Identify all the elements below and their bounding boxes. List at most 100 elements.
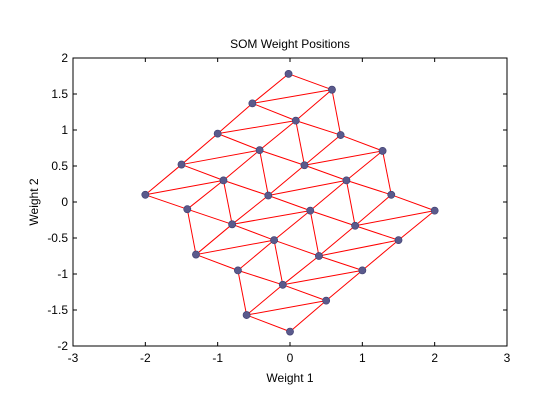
neighbor-link bbox=[282, 284, 327, 302]
neighbor-link bbox=[331, 89, 342, 136]
neuron-point bbox=[192, 250, 200, 259]
y-tick-label: -1 bbox=[57, 267, 68, 281]
neuron-point bbox=[219, 176, 228, 185]
neighbor-link bbox=[237, 239, 275, 271]
neighbor-link bbox=[355, 210, 435, 227]
y-tick-label: -2 bbox=[57, 339, 68, 353]
neighbor-link bbox=[289, 300, 327, 332]
neighbor-link bbox=[382, 150, 392, 195]
neighbor-link bbox=[295, 89, 333, 122]
neighbor-link bbox=[195, 223, 233, 255]
neuron-point bbox=[234, 266, 242, 275]
neuron-point bbox=[141, 190, 150, 199]
neuron-point bbox=[213, 129, 222, 138]
neighbor-link bbox=[391, 194, 435, 212]
neighbor-link bbox=[288, 73, 333, 91]
neuron-point bbox=[228, 220, 237, 229]
chart-title: SOM Weight Positions bbox=[230, 37, 350, 51]
y-axis-label: Weight 2 bbox=[27, 178, 41, 225]
neighbor-link bbox=[268, 179, 347, 197]
neighbor-link bbox=[217, 102, 253, 134]
neuron-point bbox=[430, 206, 439, 215]
neighbor-link bbox=[187, 208, 233, 225]
neighbor-link bbox=[145, 164, 182, 196]
neighbor-link bbox=[181, 164, 224, 181]
neighbor-link bbox=[346, 179, 392, 196]
neighbor-link bbox=[145, 179, 224, 196]
neighbor-link bbox=[273, 240, 284, 285]
y-tick-label: 1.5 bbox=[51, 87, 68, 101]
neuron-point bbox=[177, 160, 186, 169]
neighbor-link bbox=[195, 239, 275, 256]
neighbor-link bbox=[181, 149, 260, 166]
neighbor-link bbox=[309, 210, 320, 257]
neighbor-link bbox=[232, 210, 311, 225]
neuron-point bbox=[300, 161, 309, 170]
x-axis-ticks: -3 -2 -1 0 1 2 3 bbox=[68, 58, 511, 365]
neighbor-link bbox=[340, 134, 383, 152]
neighbor-link bbox=[354, 225, 399, 241]
x-tick-label: -2 bbox=[140, 351, 151, 365]
neuron-point bbox=[328, 85, 336, 94]
neighbor-link bbox=[252, 102, 296, 122]
x-tick-label: 2 bbox=[431, 351, 438, 365]
neuron-point bbox=[394, 236, 403, 245]
neighbor-link bbox=[282, 269, 363, 286]
neighbor-link bbox=[346, 150, 383, 181]
neuron-point bbox=[264, 191, 273, 200]
neighbor-link bbox=[318, 225, 356, 257]
neuron-point bbox=[322, 296, 331, 305]
neighbor-link bbox=[217, 133, 260, 151]
neighbor-link bbox=[304, 134, 341, 166]
x-tick-label: 3 bbox=[504, 351, 511, 365]
neuron-point bbox=[270, 236, 278, 245]
neighbor-link bbox=[217, 120, 296, 135]
neighbor-link bbox=[304, 150, 383, 166]
x-tick-label: -3 bbox=[68, 351, 79, 365]
neuron-point bbox=[336, 131, 345, 139]
neighbor-link bbox=[362, 239, 399, 271]
y-tick-label: 1 bbox=[61, 123, 68, 137]
neighbor-link bbox=[231, 195, 269, 225]
neuron-point bbox=[342, 176, 351, 185]
neighbor-link bbox=[259, 150, 269, 196]
neighbor-link bbox=[246, 314, 291, 333]
neuron-point bbox=[351, 221, 359, 230]
neuron-point bbox=[291, 116, 300, 125]
neighbor-link bbox=[304, 164, 347, 181]
y-tick-label: -0.5 bbox=[47, 231, 68, 245]
neuron-point bbox=[255, 146, 264, 155]
neighbor-link bbox=[246, 300, 327, 316]
neighbor-link bbox=[145, 194, 188, 210]
neuron-points bbox=[141, 69, 439, 336]
neuron-point bbox=[306, 206, 315, 215]
neuron-point bbox=[315, 252, 323, 260]
neighbor-link bbox=[318, 239, 399, 257]
plot-area bbox=[73, 58, 507, 346]
neighbor-link bbox=[181, 133, 218, 165]
neighbor-link bbox=[282, 255, 320, 286]
neuron-point bbox=[387, 190, 396, 199]
neighbor-connections bbox=[145, 73, 435, 333]
neighbor-link bbox=[246, 284, 284, 316]
neighbor-link bbox=[252, 89, 333, 104]
y-tick-label: 2 bbox=[61, 51, 68, 65]
x-tick-label: 0 bbox=[287, 351, 294, 365]
neighbor-link bbox=[222, 180, 233, 225]
neighbor-link bbox=[223, 179, 269, 196]
neighbor-link bbox=[252, 73, 289, 104]
neighbor-link bbox=[318, 255, 363, 271]
y-tick-label: 0.5 bbox=[51, 159, 68, 173]
neuron-point bbox=[378, 146, 387, 155]
neighbor-link bbox=[295, 120, 305, 166]
neighbor-link bbox=[259, 120, 297, 151]
neighbor-link bbox=[273, 210, 311, 241]
x-tick-label: 1 bbox=[359, 351, 366, 365]
neuron-point bbox=[248, 99, 257, 108]
y-axis-ticks: -2 -1.5 -1 -0.5 0 0.5 1 1.5 2 bbox=[47, 51, 507, 353]
neighbor-link bbox=[325, 270, 363, 302]
neighbor-link bbox=[186, 209, 197, 255]
neighbor-link bbox=[345, 180, 356, 226]
neuron-point bbox=[242, 311, 251, 319]
